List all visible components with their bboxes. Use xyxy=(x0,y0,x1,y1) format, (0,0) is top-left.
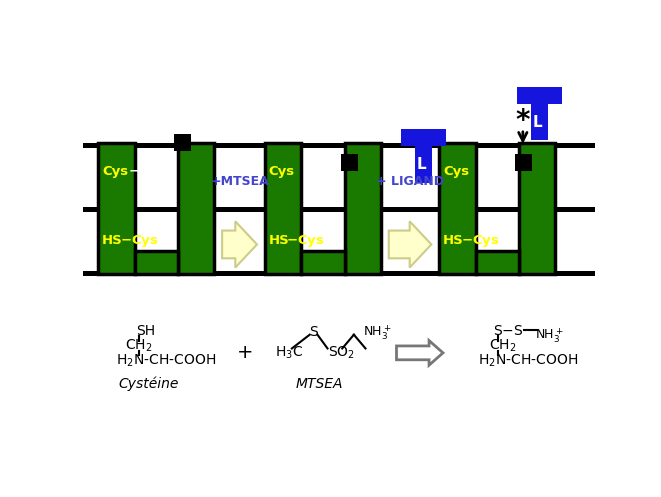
Bar xyxy=(340,155,358,171)
Text: H$_2$N-CH-COOH: H$_2$N-CH-COOH xyxy=(478,352,578,369)
Text: NH$_3^+$: NH$_3^+$ xyxy=(363,323,391,342)
Bar xyxy=(515,155,532,171)
Text: SO$_2$: SO$_2$ xyxy=(327,344,354,361)
Bar xyxy=(475,250,519,274)
Bar xyxy=(83,143,595,148)
Text: HS: HS xyxy=(443,234,464,247)
Text: $\mathbf{-}$Cys: $\mathbf{-}$Cys xyxy=(461,233,500,248)
Text: HS: HS xyxy=(102,234,123,247)
Bar xyxy=(518,86,563,103)
Bar xyxy=(531,103,549,141)
Text: L: L xyxy=(416,157,426,172)
Bar xyxy=(98,143,135,274)
Text: *: * xyxy=(516,107,530,135)
Bar xyxy=(83,271,595,276)
Text: H$_3$C: H$_3$C xyxy=(275,344,303,361)
Text: CH$_2$: CH$_2$ xyxy=(488,338,516,354)
Text: Cys: Cys xyxy=(102,165,128,178)
Bar xyxy=(401,129,446,146)
Polygon shape xyxy=(389,221,432,267)
Text: H$_2$N-CH-COOH: H$_2$N-CH-COOH xyxy=(116,352,216,369)
Text: CH$_2$: CH$_2$ xyxy=(125,338,153,354)
Bar xyxy=(519,143,555,274)
Text: NH$_3^+$: NH$_3^+$ xyxy=(535,326,564,345)
Text: HS: HS xyxy=(268,234,290,247)
Polygon shape xyxy=(222,221,257,267)
Text: Cystéine: Cystéine xyxy=(118,377,178,392)
Text: $\mathbf{-}$Cys: $\mathbf{-}$Cys xyxy=(120,233,159,248)
Text: +: + xyxy=(237,343,254,362)
Bar xyxy=(83,207,595,212)
Text: MTSEA: MTSEA xyxy=(295,377,343,392)
Text: Cys: Cys xyxy=(443,165,469,178)
Text: $\mathbf{-}$Cys: $\mathbf{-}$Cys xyxy=(286,233,325,248)
Text: $\mathbf{-S^-}$: $\mathbf{-S^-}$ xyxy=(128,165,159,178)
Bar xyxy=(301,250,344,274)
Text: S: S xyxy=(309,326,318,339)
Text: SH: SH xyxy=(136,325,155,338)
Bar xyxy=(178,143,214,274)
Bar xyxy=(439,143,475,274)
Bar xyxy=(135,250,178,274)
Bar xyxy=(174,134,191,151)
Text: S$-$S: S$-$S xyxy=(493,325,524,338)
Text: +MTSEA: +MTSEA xyxy=(210,175,269,188)
Text: L: L xyxy=(533,114,543,130)
Bar xyxy=(344,143,381,274)
Bar xyxy=(265,143,301,274)
Bar xyxy=(415,146,432,183)
Polygon shape xyxy=(397,340,443,365)
Text: Cys: Cys xyxy=(268,165,295,178)
Text: + LIGAND: + LIGAND xyxy=(376,175,444,188)
